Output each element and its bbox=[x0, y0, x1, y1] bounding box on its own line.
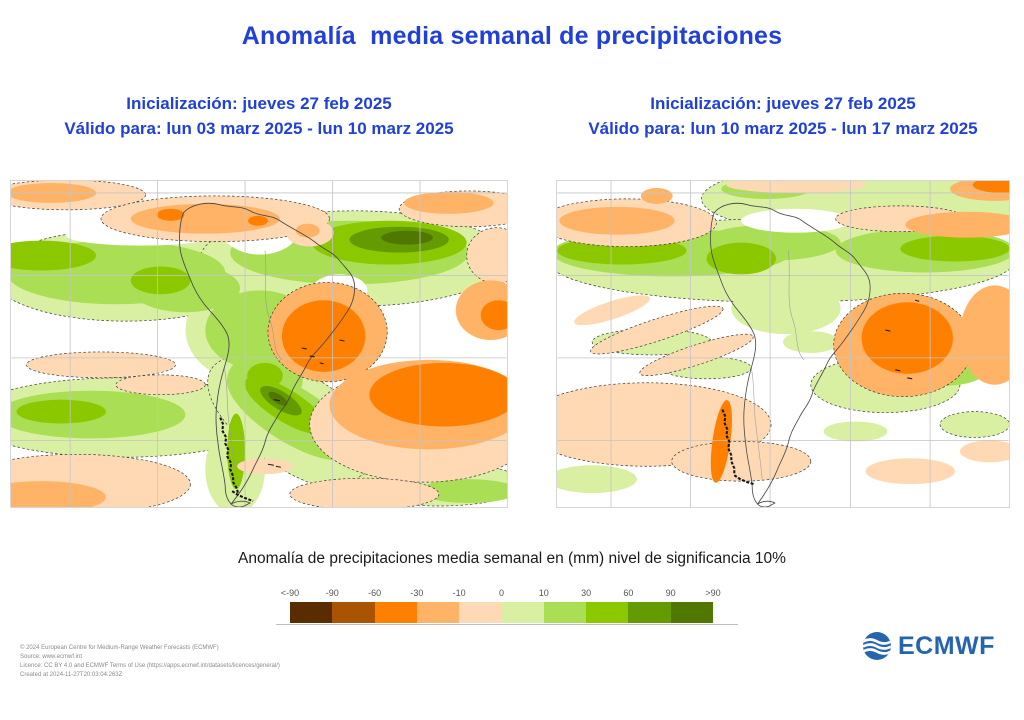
anomaly-map-week1 bbox=[10, 180, 508, 508]
valid-range-week2: Válido para: lun 10 marz 2025 - lun 17 m… bbox=[588, 118, 978, 138]
footer-line: Licence: CC BY 4.0 and ECMWF Terms of Us… bbox=[20, 663, 280, 669]
legend-swatch bbox=[670, 602, 713, 623]
forecast-panel-week2: Inicialización: jueves 27 feb 2025 Válid… bbox=[556, 92, 1010, 508]
legend-swatch bbox=[586, 602, 629, 623]
init-date-week2: Inicialización: jueves 27 feb 2025 bbox=[650, 94, 916, 113]
legend-ticks: <-90 -90 -60 -30 -10 0 10 30 60 90 >90 bbox=[281, 588, 721, 600]
legend-tick-label: -10 bbox=[452, 588, 466, 598]
legend-swatch bbox=[416, 602, 460, 623]
stippling-week2 bbox=[885, 299, 920, 380]
anomaly-field-week1 bbox=[11, 181, 507, 507]
andes-ridge-week1 bbox=[219, 417, 254, 503]
init-date-week1: Inicialización: jueves 27 feb 2025 bbox=[126, 94, 392, 113]
legend-tick-label: <-90 bbox=[280, 588, 300, 598]
graticule-week1 bbox=[11, 181, 507, 507]
footer-line: Source: www.ecmwf.int bbox=[20, 654, 83, 660]
panel-subtitles-week1: Inicialización: jueves 27 feb 2025 Válid… bbox=[10, 92, 508, 140]
legend-tick-label: 10 bbox=[538, 588, 549, 598]
andes-ridge-week2 bbox=[721, 409, 755, 486]
valid-range-week1: Válido para: lun 03 marz 2025 - lun 10 m… bbox=[64, 118, 454, 138]
legend-tick-label: 30 bbox=[581, 588, 592, 598]
coastline-week2 bbox=[710, 202, 871, 507]
legend-tick-label: -30 bbox=[410, 588, 424, 598]
legend-swatch bbox=[374, 602, 417, 623]
footer-line: © 2024 European Centre for Medium-Range … bbox=[20, 645, 219, 651]
footer-lines: © 2024 European Centre for Medium-Range … bbox=[20, 644, 280, 680]
anomaly-map-week2 bbox=[556, 180, 1010, 508]
legend-tick-label: 90 bbox=[665, 588, 676, 598]
footer-line: Created at 2024-11-27T20:03:04.263Z bbox=[20, 672, 123, 678]
legend-swatch bbox=[290, 602, 333, 623]
legend-tick-label: >90 bbox=[705, 588, 721, 598]
map-svg-week2 bbox=[557, 181, 1009, 507]
legend-tick-label: 60 bbox=[623, 588, 634, 598]
legend-tick-label: 0 bbox=[498, 588, 505, 598]
legend-tick-label: -90 bbox=[325, 588, 339, 598]
legend-swatch bbox=[332, 602, 375, 623]
anomaly-field-week2 bbox=[557, 181, 1009, 494]
legend-swatch bbox=[628, 602, 671, 623]
graticule-week2 bbox=[557, 181, 1009, 507]
ecmwf-logo: ECMWF bbox=[862, 631, 995, 661]
coastline-week1 bbox=[179, 202, 356, 507]
color-legend: <-90 -90 -60 -30 -10 0 10 30 60 90 >90 bbox=[281, 588, 721, 624]
stippling-week1 bbox=[267, 339, 345, 468]
panel-subtitles-week2: Inicialización: jueves 27 feb 2025 Válid… bbox=[556, 92, 1010, 140]
legend-swatch bbox=[543, 602, 587, 623]
ecmwf-wordmark: ECMWF bbox=[898, 631, 995, 660]
legend-swatch bbox=[501, 602, 544, 623]
legend-swatches bbox=[290, 602, 713, 623]
colorbar-caption: Anomalía de precipitaciones media semana… bbox=[238, 550, 786, 567]
legend-divider bbox=[276, 624, 738, 625]
map-svg-week1 bbox=[11, 181, 507, 507]
page-title: Anomalía media semanal de precipitacione… bbox=[241, 22, 783, 50]
legend-tick-label: -60 bbox=[368, 588, 382, 598]
legend-swatch bbox=[459, 602, 502, 623]
ecmwf-globe-icon bbox=[863, 632, 891, 660]
forecast-panel-week1: Inicialización: jueves 27 feb 2025 Válid… bbox=[10, 92, 508, 508]
